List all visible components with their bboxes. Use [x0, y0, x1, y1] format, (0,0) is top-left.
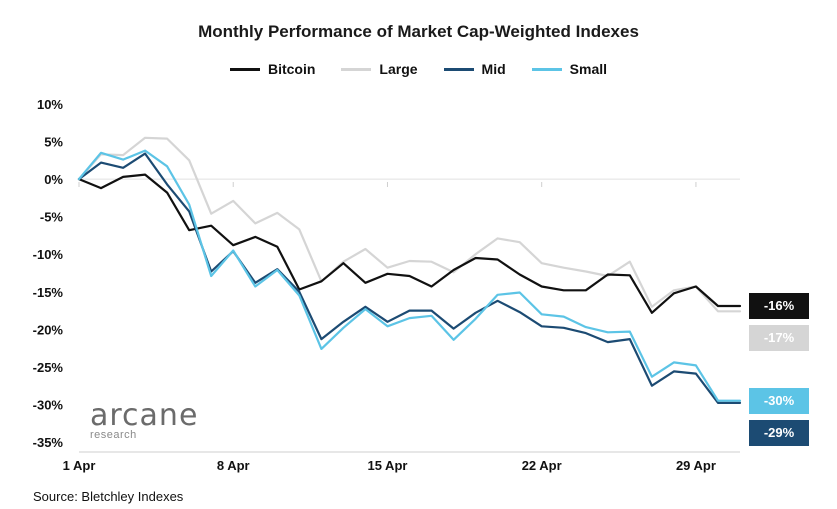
- legend-swatch-large: [341, 67, 372, 71]
- x-tick-label: 8 Apr: [217, 458, 250, 473]
- logo-subtext: research: [90, 429, 137, 441]
- series-lines: [77, 136, 742, 404]
- arcane-logo: arcane research: [90, 398, 198, 441]
- y-tick-label: 0%: [44, 172, 63, 187]
- logo-word: arcane: [90, 398, 199, 433]
- y-tick-label: -5%: [40, 210, 64, 225]
- series-line-mid: [77, 152, 742, 404]
- y-tick-label: -10%: [33, 247, 64, 262]
- x-tick-label: 15 Apr: [367, 458, 407, 473]
- series-line-bitcoin: [77, 173, 742, 314]
- y-tick-label: -20%: [33, 322, 64, 337]
- y-tick-label: 10%: [37, 97, 63, 112]
- legend-swatch-small: [531, 67, 562, 71]
- legend-item-small[interactable]: Small: [531, 61, 608, 77]
- end-label-mid: -29%: [749, 420, 809, 446]
- x-tick-label: 22 Apr: [522, 458, 562, 473]
- series-line-small: [77, 149, 742, 402]
- end-label-large: -17%: [749, 325, 809, 351]
- legend-label-bitcoin: Bitcoin: [267, 61, 316, 77]
- y-tick-label: -30%: [33, 397, 64, 412]
- legend-item-large[interactable]: Large: [341, 61, 418, 77]
- legend-label-mid: Mid: [481, 61, 506, 77]
- series-line-large: [77, 136, 742, 313]
- x-tick-label: 1 Apr: [63, 458, 96, 473]
- axes: 10% 5% 0% -5% -10% -15% -20% -25% -30% -35% 1 Apr 8…: [33, 97, 740, 473]
- legend-item-mid[interactable]: Mid: [443, 61, 506, 77]
- source-note: Source: Bletchley Indexes: [33, 489, 184, 504]
- end-label-small: -30%: [749, 388, 809, 414]
- legend-swatch-mid: [443, 67, 474, 71]
- y-tick-label: -15%: [33, 285, 64, 300]
- chart-title: Monthly Performance of Market Cap-Weight…: [198, 22, 639, 41]
- y-tick-label: -25%: [33, 360, 64, 375]
- legend-swatch-bitcoin: [229, 67, 260, 71]
- legend-label-small: Small: [569, 61, 608, 77]
- x-tick-label: 29 Apr: [676, 458, 716, 473]
- legend-label-large: Large: [379, 61, 418, 77]
- legend-item-bitcoin[interactable]: Bitcoin: [229, 61, 316, 77]
- y-tick-label: -35%: [33, 435, 64, 450]
- legend: Bitcoin Large Mid Small: [0, 61, 837, 77]
- y-tick-label: 5%: [44, 135, 63, 150]
- end-label-bitcoin: -16%: [749, 293, 809, 319]
